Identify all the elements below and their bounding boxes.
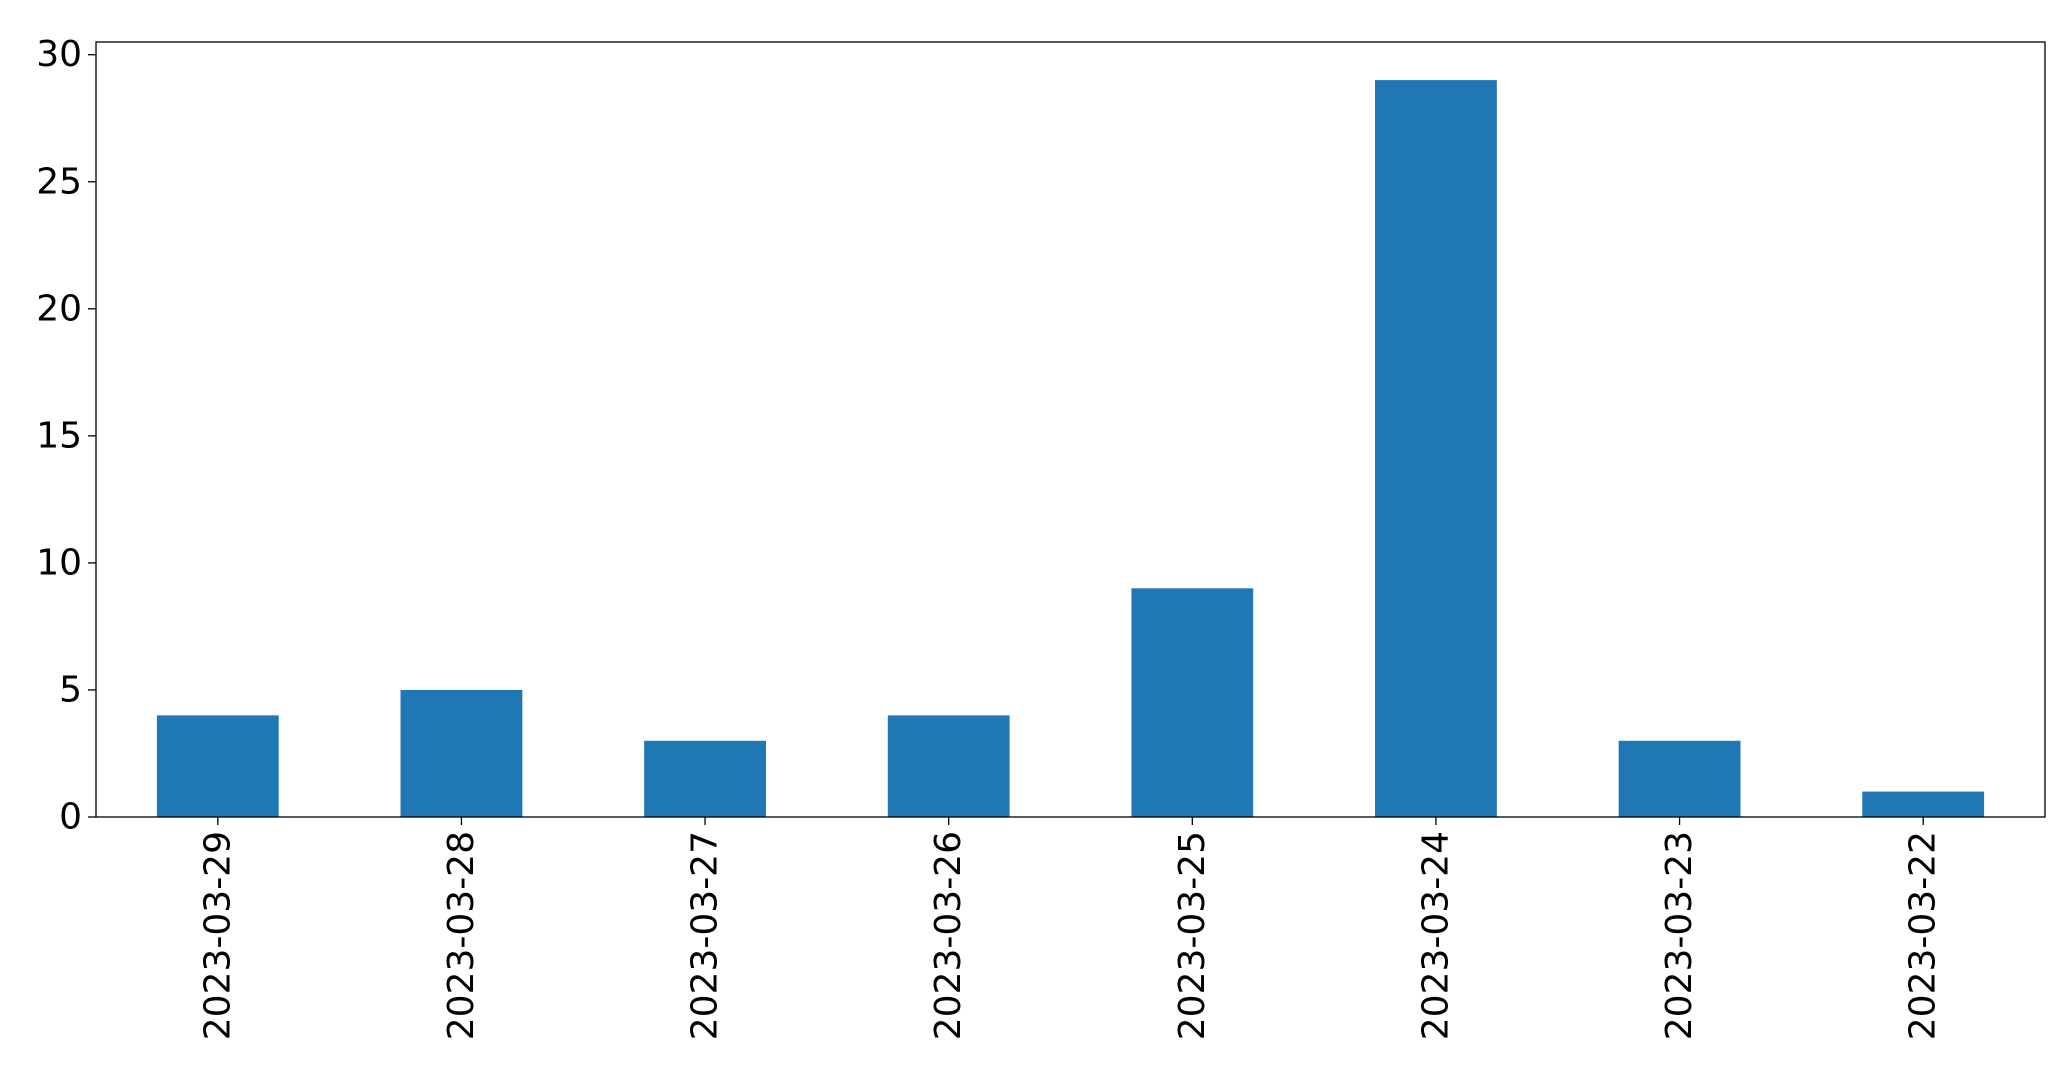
y-tick-label: 15 <box>36 415 82 456</box>
x-tick-label: 2023-03-24 <box>1415 831 1456 1040</box>
x-tick-label: 2023-03-22 <box>1903 831 1944 1040</box>
x-tick-label: 2023-03-26 <box>928 831 969 1040</box>
bar-2023-03-27 <box>644 740 766 817</box>
bar-2023-03-25 <box>1131 588 1254 817</box>
y-tick-label: 5 <box>59 669 82 710</box>
bars-group <box>156 80 1985 818</box>
bar-2023-03-22 <box>1862 791 1985 817</box>
bar-2023-03-23 <box>1618 740 1741 817</box>
bar-2023-03-29 <box>156 715 279 817</box>
bar-2023-03-26 <box>887 715 1010 817</box>
y-axis: 0 5 10 15 20 25 30 <box>36 34 96 838</box>
x-tick-label: 2023-03-25 <box>1172 831 1213 1040</box>
y-tick-label: 0 <box>59 797 82 838</box>
x-tick-label: 2023-03-29 <box>197 831 238 1040</box>
y-tick-label: 25 <box>36 161 82 202</box>
y-tick-label: 30 <box>36 34 82 75</box>
y-tick-label: 10 <box>36 542 82 583</box>
x-axis: 2023-03-29 2023-03-28 2023-03-27 2023-03-26… <box>197 817 1944 1040</box>
bar-2023-03-28 <box>400 689 523 817</box>
bar-2023-03-24 <box>1375 80 1497 818</box>
x-tick-label: 2023-03-28 <box>441 831 482 1040</box>
plot-frame <box>95 41 2046 818</box>
y-tick-label: 20 <box>36 288 82 329</box>
x-tick-label: 2023-03-27 <box>685 831 726 1040</box>
x-tick-label: 2023-03-23 <box>1659 831 1700 1040</box>
